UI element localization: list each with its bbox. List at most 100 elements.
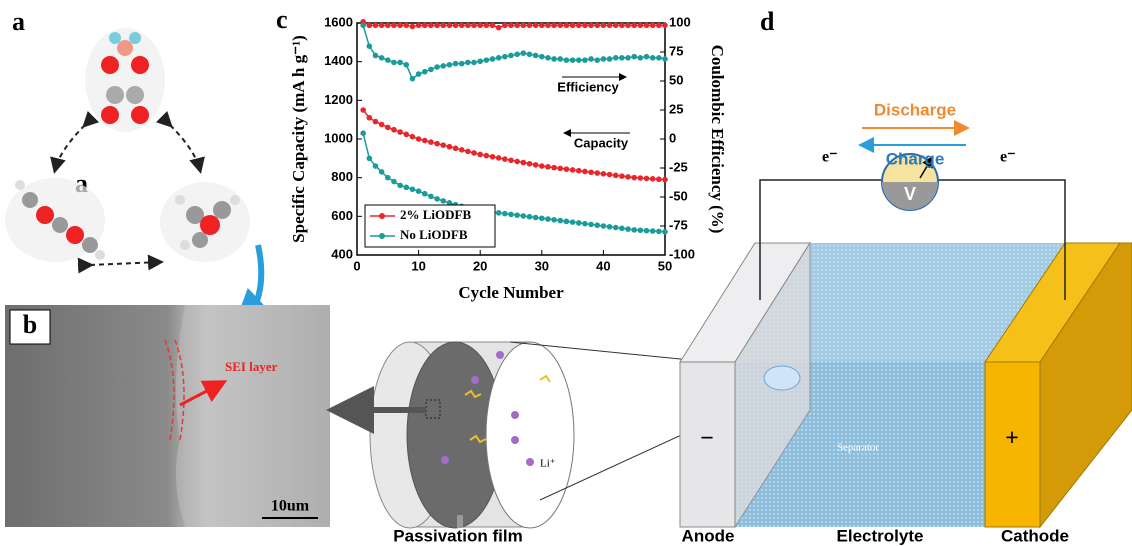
panel-label: c: [276, 5, 288, 34]
point: [588, 169, 594, 176]
x-tick-label: 10: [411, 258, 425, 273]
point: [421, 137, 428, 144]
y2-tick-label: -50: [669, 188, 688, 203]
point: [662, 56, 668, 62]
panel-label: b: [23, 310, 37, 339]
point: [372, 118, 379, 125]
point: [625, 22, 631, 29]
point: [656, 55, 662, 61]
point: [366, 114, 373, 121]
x-tick-label: 30: [535, 258, 549, 273]
point: [631, 53, 637, 60]
point: [403, 184, 410, 191]
point: [606, 56, 613, 62]
point: [409, 186, 416, 193]
point: [532, 214, 539, 221]
legend-label: 2% LiODFB: [400, 207, 471, 222]
point: [575, 167, 582, 174]
y2-tick-label: -25: [669, 159, 688, 174]
scale-bar-label: 10um: [271, 498, 310, 515]
panel-label: a: [12, 7, 25, 36]
point: [619, 225, 625, 232]
point: [656, 22, 662, 29]
point: [662, 22, 668, 29]
point: [575, 220, 582, 226]
point: [520, 50, 527, 56]
point: [569, 167, 576, 173]
point: [378, 22, 385, 29]
point: [397, 59, 403, 66]
point: [385, 22, 391, 29]
point: [483, 22, 490, 29]
point: [428, 193, 434, 200]
y-tick-label: 1200: [324, 92, 353, 107]
point: [637, 227, 644, 234]
y2-tick-label: -100: [669, 246, 695, 261]
ion-label: Li⁺: [540, 458, 556, 470]
point: [625, 226, 631, 232]
point: [545, 22, 551, 29]
point: [378, 169, 385, 175]
passivation-cylinder: [326, 341, 791, 529]
point: [631, 174, 637, 181]
point: [465, 22, 471, 29]
point: [385, 174, 391, 181]
point: [600, 171, 607, 177]
point: [458, 147, 465, 153]
cathode-sign: +: [1005, 426, 1019, 452]
point: [649, 22, 656, 29]
point: [421, 68, 428, 75]
point: [471, 22, 477, 29]
point: [372, 52, 379, 59]
point: [539, 163, 545, 169]
point: [520, 22, 527, 29]
point: [372, 22, 379, 29]
point: [360, 107, 366, 113]
point: [366, 155, 373, 162]
point: [637, 175, 644, 181]
chart: 4006008001000120014001600-100-75-50-2502…: [289, 14, 727, 301]
point: [551, 217, 557, 223]
point: [619, 22, 625, 29]
point: [489, 22, 496, 29]
point: [625, 55, 631, 61]
point: [428, 139, 434, 145]
point: [612, 172, 619, 179]
point: [403, 22, 410, 29]
point: [539, 22, 545, 29]
point: [539, 53, 545, 60]
point: [557, 22, 564, 29]
point: [397, 22, 403, 29]
point: [440, 142, 447, 148]
y-axis-label: Specific Capacity (mA h g⁻¹): [289, 35, 308, 243]
point: [508, 22, 514, 29]
point: [551, 164, 557, 171]
point: [514, 51, 520, 58]
point: [446, 61, 453, 68]
y-tick-label: 1400: [324, 53, 353, 68]
point: [458, 22, 465, 29]
charge-label: Charge: [886, 149, 945, 168]
y2-tick-label: 50: [669, 72, 683, 87]
point: [539, 215, 545, 222]
point: [502, 156, 508, 162]
point: [545, 164, 551, 170]
point: [588, 56, 594, 62]
point: [582, 22, 588, 29]
point: [557, 165, 564, 172]
point: [545, 55, 551, 61]
point: [415, 188, 422, 194]
point: [391, 22, 397, 29]
point: [563, 166, 570, 172]
point: [397, 129, 403, 135]
point: [656, 176, 662, 183]
point: [520, 213, 527, 219]
y-tick-label: 400: [331, 246, 353, 261]
point: [514, 158, 520, 165]
point: [502, 210, 508, 217]
point: [606, 171, 613, 178]
point: [600, 223, 607, 229]
point: [477, 151, 484, 158]
point: [508, 52, 514, 59]
point: [446, 200, 453, 206]
